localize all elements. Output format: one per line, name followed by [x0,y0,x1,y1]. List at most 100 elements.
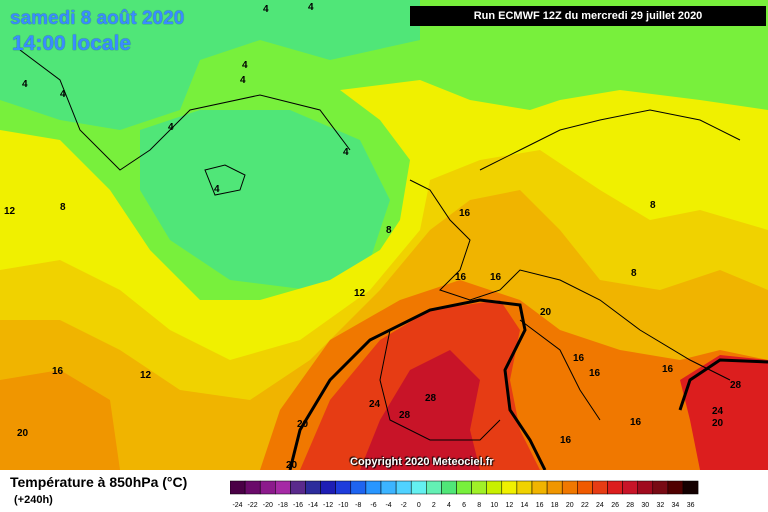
legend-tick-label: -8 [355,502,361,509]
map-canvas: 4 4 4 4 4 4 4 4 4 12 8 8 12 12 16 20 20 … [0,0,768,470]
legend-tick-label: 24 [596,502,604,509]
legend-swatch [441,480,457,495]
map-label: 20 [540,307,552,318]
legend-tick-label: 8 [477,502,481,509]
coastline-scandinavia [479,109,741,171]
legend-tick-label: 16 [536,502,544,509]
legend-tick-label: 22 [581,502,589,509]
lead-time: (+240h) [14,494,53,506]
parameter-title: Température à 850hPa (°C) [10,474,188,490]
legend-swatch [577,480,593,495]
legend-swatch [561,480,578,495]
legend-swatch [471,480,487,495]
legend-swatch [607,480,623,495]
map-label: 4 [263,4,269,15]
map-label: 16 [560,435,572,446]
legend-tick-label: 28 [626,502,634,509]
map-label: 12 [4,206,16,217]
legend-swatch [456,480,472,495]
map-label: 16 [52,366,64,377]
legend-tick-label: 30 [641,502,649,509]
map-label: 24 [369,399,381,410]
map-label: 16 [589,368,601,379]
legend-swatch [335,480,352,495]
legend-tick-label: 0 [417,502,421,509]
isotherm-20-east [678,358,768,411]
map-label: 12 [354,288,366,299]
map-label: 16 [573,353,585,364]
map-label: 20 [297,419,309,430]
legend-swatch [259,480,276,495]
map-label: 4 [214,184,220,195]
legend-swatch [365,480,382,495]
coastline-italy [519,319,601,421]
forecast-local-time: 14:00 locale [12,32,132,55]
legend-tick-label: -10 [338,502,348,509]
run-info-banner: Run ECMWF 12Z du mercredi 29 juillet 202… [410,6,766,26]
map-label: 16 [630,417,642,428]
map-label: 4 [343,147,349,158]
map-label: 4 [22,79,28,90]
legend-tick-label: 14 [521,502,529,509]
legend-tick-label: -14 [308,502,318,509]
legend-tick-label: 32 [657,502,665,509]
legend-tick-label: -16 [293,502,303,509]
legend-swatch [320,480,336,495]
map-label: 8 [60,202,66,213]
map-label: 20 [17,428,29,439]
map-label: 16 [455,272,467,283]
field-cool-north [0,0,420,130]
legend-swatch [275,480,291,495]
legend-tick-label: -18 [278,502,288,509]
map-label: 16 [490,272,502,283]
legend-swatch [426,480,442,495]
legend-swatch [682,480,699,495]
map-label: 8 [386,225,392,236]
map-label: 12 [140,370,152,381]
legend-swatch [230,480,246,495]
legend-swatch [380,480,397,495]
legend-tick-label: -20 [263,502,273,509]
map-label: 24 [712,406,724,417]
legend-tick-label: 6 [462,502,466,509]
forecast-date: samedi 8 août 2020 [10,8,185,29]
isotherm-20-iberia [288,298,547,470]
map-label: 28 [730,380,742,391]
map-label: 28 [425,393,437,404]
legend-swatch [290,480,306,495]
legend-swatch [531,480,548,495]
legend-tick-label: -24 [232,502,242,509]
legend-swatch [516,480,533,495]
legend-swatch [244,480,261,495]
field-cool-atlantic [140,110,390,290]
legend-tick-label: 36 [687,502,695,509]
legend-tick-label: -22 [248,502,258,509]
legend-swatch [410,480,427,495]
legend-tick-label: 26 [611,502,619,509]
legend-swatch [622,480,638,495]
map-label: 4 [168,122,174,133]
legend-swatch [667,480,684,495]
map-label: 4 [60,89,66,100]
map-label: 16 [459,208,471,219]
coastline-europe [409,179,731,381]
map-label: 4 [240,75,246,86]
copyright-text: Copyright 2020 Meteociel.fr [350,456,494,468]
map-label: 16 [662,364,674,375]
map-label: 28 [399,410,411,421]
legend-tick-label: 10 [490,502,498,509]
legend-swatch [637,480,654,495]
color-legend: -24 -22 -20 -18 -16 -14 -12 -10 -8 -6 -4 -2 0 2 4 6 8 10 1… [230,480,699,509]
legend-tick-label: 2 [432,502,436,509]
legend-tick-label: -4 [385,502,391,509]
coastline-iberia [379,329,501,441]
map-label: 8 [631,268,637,279]
legend-tick-label: -12 [323,502,333,509]
temperature-map: 4 4 4 4 4 4 4 4 4 12 8 8 12 12 16 20 20 … [0,0,768,470]
legend-tick-label: 12 [506,502,514,509]
legend-tick-label: -2 [401,502,407,509]
legend-tick-label: 18 [551,502,559,509]
legend-tick-label: -6 [370,502,376,509]
legend-swatch [486,480,503,495]
legend-swatch [652,480,669,495]
